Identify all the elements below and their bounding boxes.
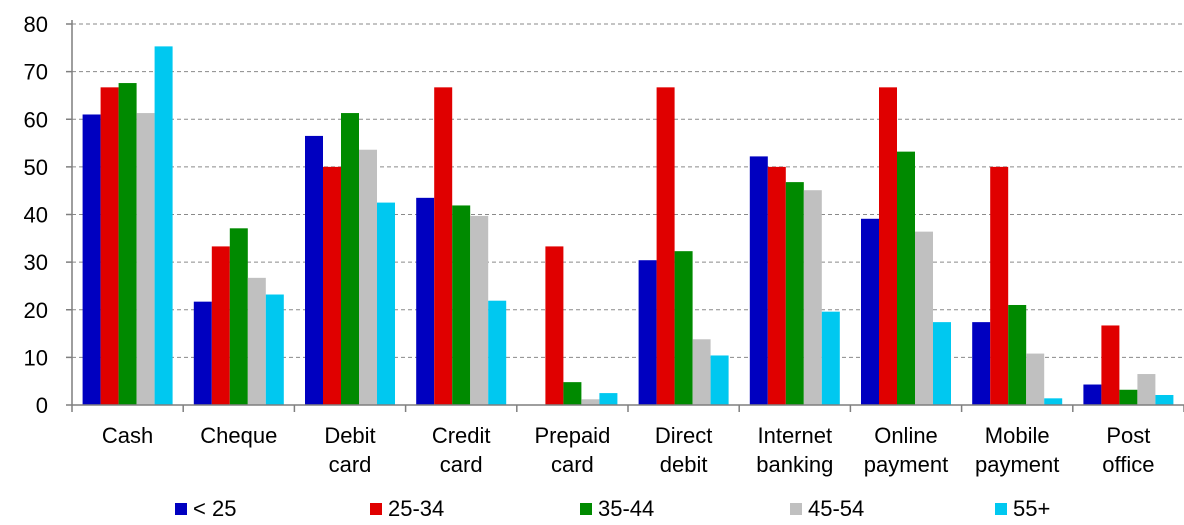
bar	[581, 399, 600, 405]
bar	[359, 149, 377, 405]
bar	[229, 228, 248, 405]
bar	[803, 190, 822, 405]
bar	[545, 246, 564, 405]
bar	[1155, 394, 1174, 405]
category-label: Post	[1106, 423, 1150, 448]
y-tick-label: 40	[24, 203, 48, 228]
bar	[434, 87, 453, 405]
bar	[100, 87, 119, 405]
y-tick-label: 70	[24, 60, 48, 85]
category-label: payment	[975, 452, 1059, 477]
bar	[990, 166, 1009, 405]
bar	[674, 251, 693, 405]
y-tick-label: 30	[24, 250, 48, 275]
x-category-labels: Cash Cheque Debit card Credit card Prepaid card…	[102, 423, 1155, 477]
bar	[1026, 353, 1045, 405]
category-label: card	[551, 452, 594, 477]
category-label: card	[329, 452, 372, 477]
bar	[767, 166, 786, 405]
bar	[211, 246, 230, 405]
legend-label: 45-54	[808, 496, 864, 521]
y-tick-label: 0	[36, 393, 48, 418]
bar	[656, 87, 675, 405]
legend-swatch	[175, 503, 187, 515]
bar	[1044, 398, 1063, 405]
legend-label: 25-34	[388, 496, 444, 521]
bar	[638, 260, 657, 405]
category-label: office	[1102, 452, 1154, 477]
bar	[416, 197, 435, 405]
bar	[692, 339, 711, 405]
category-label: banking	[756, 452, 833, 477]
bar	[82, 114, 101, 406]
bar	[1083, 384, 1102, 405]
y-tick-label: 20	[24, 298, 48, 323]
bar	[1101, 325, 1120, 405]
legend-swatch	[580, 503, 592, 515]
bar	[879, 87, 897, 405]
bar	[897, 151, 915, 405]
legend-swatch	[370, 503, 382, 515]
bar	[599, 393, 618, 405]
bar	[305, 135, 323, 405]
bar	[563, 382, 582, 405]
bar	[265, 294, 284, 405]
category-label: card	[440, 452, 483, 477]
category-label: Credit	[432, 423, 491, 448]
bar	[488, 300, 507, 405]
bar	[933, 322, 951, 405]
category-label: Internet	[757, 423, 832, 448]
category-label: Direct	[655, 423, 712, 448]
bar	[323, 166, 341, 405]
bar	[193, 301, 212, 405]
legend-swatch	[995, 503, 1007, 515]
category-label: Debit	[324, 423, 375, 448]
bar	[861, 218, 879, 405]
legend-label: < 25	[193, 496, 236, 521]
legend: < 25 25-34 35-44 45-54 55+	[175, 496, 1050, 521]
y-tick-label: 80	[24, 12, 48, 37]
category-label: Prepaid	[534, 423, 610, 448]
bar	[821, 311, 840, 405]
bar	[452, 205, 471, 405]
bar	[247, 277, 266, 405]
category-label: Cheque	[200, 423, 277, 448]
axes	[66, 20, 1184, 412]
y-tick-label: 60	[24, 107, 48, 132]
bar	[341, 113, 359, 405]
bar	[377, 202, 395, 405]
bar	[749, 156, 768, 405]
y-tick-label: 50	[24, 155, 48, 180]
category-label: Cash	[102, 423, 153, 448]
y-tick-label: 10	[24, 345, 48, 370]
bar	[154, 46, 173, 405]
bar	[785, 182, 804, 405]
bar	[972, 322, 991, 405]
legend-swatch	[790, 503, 802, 515]
y-tick-labels: 0 10 20 30 40 50 60 70 80	[24, 12, 48, 418]
bar	[118, 83, 137, 406]
category-label: payment	[864, 452, 948, 477]
bar	[136, 113, 155, 405]
category-label: debit	[660, 452, 708, 477]
category-label: Online	[874, 423, 938, 448]
bar	[470, 215, 489, 405]
legend-label: 35-44	[598, 496, 654, 521]
legend-label: 55+	[1013, 496, 1050, 521]
bar	[915, 231, 933, 405]
bar	[1008, 304, 1027, 405]
bars	[82, 46, 1174, 406]
bar	[710, 355, 729, 405]
bar	[1137, 374, 1156, 405]
bar	[1119, 389, 1138, 405]
category-label: Mobile	[985, 423, 1050, 448]
